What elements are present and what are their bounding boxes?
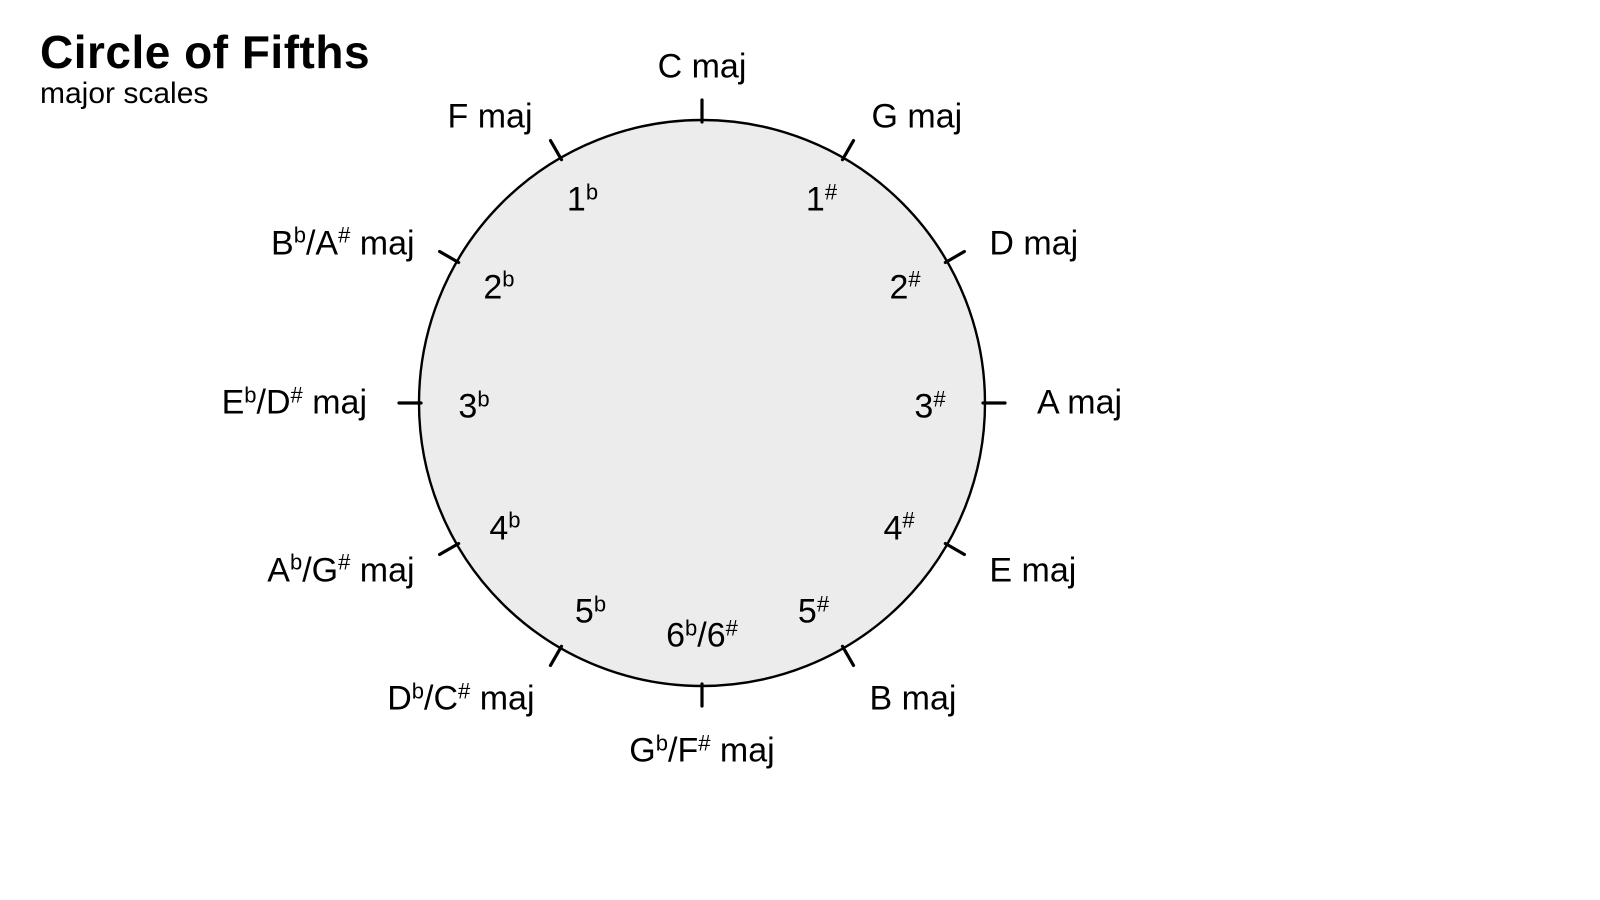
tick-mark [843,646,854,665]
tick-mark [551,646,562,665]
accidental-symbol: b [477,386,489,411]
outer-scale-label: Ab/G# maj [267,551,414,590]
inner-accidental-label: 5# [798,593,829,632]
accidental-symbol: # [902,508,914,533]
circle-canvas [0,0,1600,900]
accidental-symbol: # [825,179,837,204]
inner-enharmonic-label: 6b/6# [666,617,738,656]
accidental-number: 3 [458,388,477,426]
main-circle [419,120,985,686]
outer-scale-label: A maj [1037,384,1122,423]
accidental-number: 4 [489,509,508,547]
outer-scale-label: Gb/F# maj [629,732,774,771]
accidental-symbol: b [508,508,520,533]
inner-accidental-label: 4# [883,509,914,548]
accidental-number: 5 [798,593,817,631]
inner-accidental-label: 4b [489,509,520,548]
outer-scale-label: Eb/D# maj [222,384,367,423]
outer-scale-label: B maj [870,680,957,719]
inner-accidental-label: 1# [806,180,837,219]
tick-mark [945,544,964,555]
accidental-number: 4 [883,509,902,547]
tick-mark [945,252,964,263]
accidental-number: 2 [889,268,908,306]
outer-scale-label: F maj [448,97,533,136]
accidental-number: 1 [806,180,825,218]
accidental-number: 1 [567,180,586,218]
outer-scale-label: G maj [872,97,963,136]
accidental-symbol: b [594,591,606,616]
accidental-symbol: b [586,179,598,204]
outer-scale-label: E maj [989,551,1076,590]
accidental-symbol: # [817,591,829,616]
accidental-symbol: b [502,267,514,292]
accidental-number: 5 [575,593,594,631]
tick-mark [551,141,562,160]
tick-mark [440,252,459,263]
tick-mark [843,141,854,160]
outer-scale-label: Db/C# maj [387,680,534,719]
inner-accidental-label: 2# [889,268,920,307]
outer-scale-label: Bb/A# maj [271,224,415,263]
accidental-symbol: # [908,267,920,292]
inner-accidental-label: 3b [458,388,489,427]
accidental-number: 2 [483,268,502,306]
outer-scale-label: C maj [658,48,747,87]
inner-accidental-label: 5b [575,593,606,632]
inner-accidental-label: 2b [483,268,514,307]
accidental-number: 3 [914,388,933,426]
inner-accidental-label: 3# [914,388,945,427]
accidental-symbol: # [933,386,945,411]
outer-scale-label: D maj [989,224,1078,263]
inner-accidental-label: 1b [567,180,598,219]
tick-mark [440,544,459,555]
